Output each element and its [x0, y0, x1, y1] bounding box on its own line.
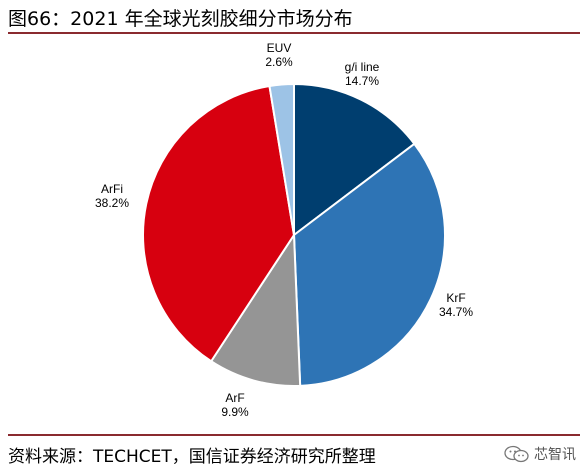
slice-label-euv: EUV — [267, 41, 292, 55]
slice-value-label-krf: 34.7% — [439, 305, 473, 319]
slice-value-label-euv: 2.6% — [265, 55, 293, 69]
figure-title: 图66：2021 年全球光刻胶细分市场分布 — [8, 8, 353, 30]
slice-label-arf: ArF — [225, 391, 244, 405]
pie-slice-g-i-line — [293, 82, 416, 238]
pie-chart-container: g/i line 14.7% KrF 34.7% ArF 9.9% ArFi 38.2% EUV… — [0, 34, 586, 434]
slice-label-g-i-line: g/i line — [345, 60, 380, 74]
pie-slice-arf — [209, 231, 302, 387]
wechat-icon — [504, 445, 529, 463]
pie-slice-krf — [292, 142, 446, 387]
figure-title-bar: 图66：2021 年全球光刻胶细分市场分布 — [8, 2, 580, 34]
slice-value-label-g-i-line: 14.7% — [345, 74, 379, 88]
source-note: 资料来源：TECHCET，国信证券经济研究所整理 — [8, 447, 376, 467]
slice-label-arfi: ArFi — [101, 182, 123, 196]
pie-slice-euv — [268, 82, 295, 236]
pie-slice-arfi — [142, 84, 296, 363]
slice-label-krf: KrF — [446, 291, 465, 305]
pie-slices — [142, 82, 446, 387]
slice-value-label-arf: 9.9% — [221, 405, 249, 419]
slice-value-label-arfi: 38.2% — [95, 196, 129, 210]
footer-bar: 资料来源：TECHCET，国信证券经济研究所整理 芯智讯 — [8, 434, 580, 472]
watermark-text: 芯智讯 — [534, 447, 576, 463]
watermark: 芯智讯 — [504, 444, 576, 464]
